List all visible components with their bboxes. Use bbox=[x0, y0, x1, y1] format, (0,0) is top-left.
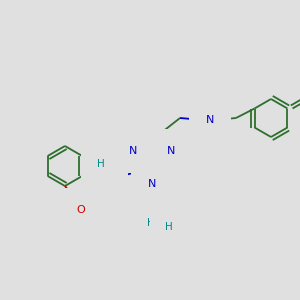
Text: N: N bbox=[206, 115, 214, 125]
Text: N: N bbox=[129, 146, 137, 156]
Text: N: N bbox=[148, 179, 156, 189]
Text: H: H bbox=[165, 222, 173, 232]
Text: H: H bbox=[97, 159, 105, 169]
Text: N: N bbox=[159, 208, 167, 218]
Text: N: N bbox=[167, 146, 175, 156]
Text: N: N bbox=[103, 173, 111, 183]
Text: O: O bbox=[76, 205, 85, 215]
Text: H: H bbox=[147, 218, 155, 228]
